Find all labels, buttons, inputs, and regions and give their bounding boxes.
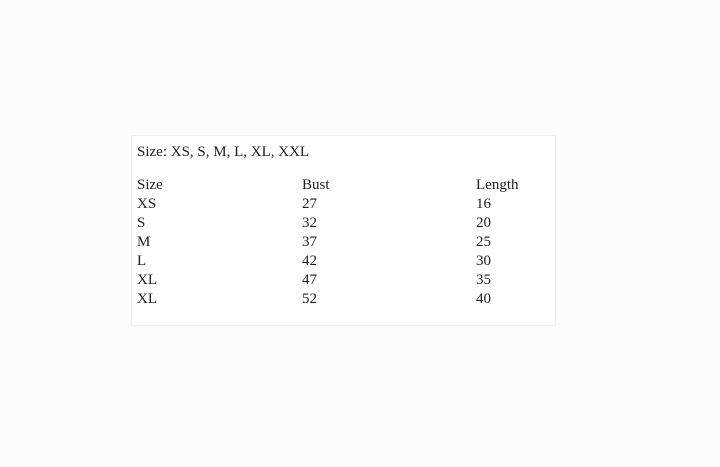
size-chart-header: Size Bust Length: [137, 176, 550, 195]
table-row: L 42 30: [137, 252, 550, 271]
table-cell: 20: [476, 215, 491, 231]
table-cell: 35: [476, 272, 491, 288]
table-cell: 47: [302, 272, 317, 288]
table-cell: S: [137, 215, 146, 231]
table-cell: 25: [476, 234, 491, 250]
size-options-line: Size: XS, S, M, L, XL, XXL: [137, 144, 310, 160]
table-row: M 37 25: [137, 233, 550, 252]
table-row: S 32 20: [137, 214, 550, 233]
table-cell: 52: [302, 291, 317, 307]
table-cell: XL: [137, 291, 157, 307]
table-cell: XL: [137, 272, 157, 288]
table-cell: M: [137, 234, 151, 250]
table-cell: L: [137, 253, 147, 269]
table-cell: 37: [302, 234, 317, 250]
table-cell: 32: [302, 215, 317, 231]
table-cell: 27: [302, 196, 317, 212]
table-row: XL 47 35: [137, 271, 550, 290]
table-cell: 30: [476, 253, 491, 269]
header-row: Size Bust Length: [137, 176, 550, 195]
table-cell: 42: [302, 253, 317, 269]
column-header: Bust: [302, 177, 330, 193]
table-cell: 16: [476, 196, 491, 212]
column-header: Size: [137, 177, 163, 193]
column-header: Length: [476, 177, 519, 193]
table-row: XS 27 16: [137, 195, 550, 214]
size-chart-body: XS 27 16 S 32 20 M 37 25 L 42 30 XL 47 35 XL 52 40: [137, 195, 550, 309]
table-cell: 40: [476, 291, 491, 307]
table-cell: XS: [137, 196, 157, 212]
size-chart-table: Size Bust Length XS 27 16 S 32 20 M 37 25 L 42 30 XL 47…: [137, 176, 550, 309]
table-row: XL 52 40: [137, 290, 550, 309]
size-chart-panel: Size: XS, S, M, L, XL, XXL Size Bust Lengt…: [131, 135, 556, 326]
